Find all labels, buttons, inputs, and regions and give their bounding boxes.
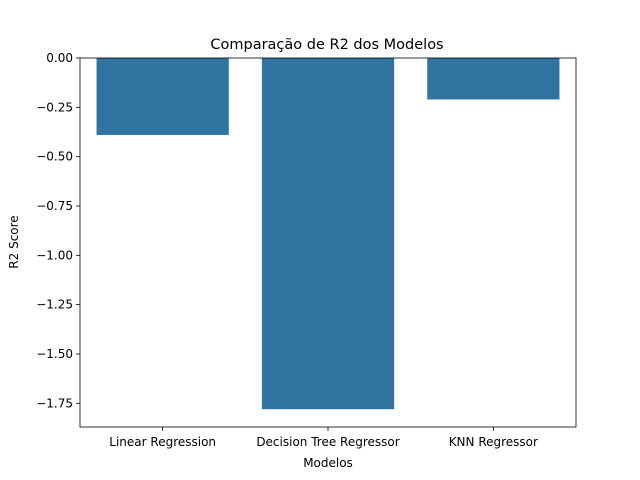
bar-knn-regressor (427, 58, 560, 100)
x-tick-label: Linear Regression (109, 435, 216, 449)
y-tick-label: −1.50 (36, 347, 73, 361)
y-tick-label: −1.00 (36, 248, 73, 262)
chart-title: Comparação de R2 dos Modelos (210, 37, 443, 53)
x-axis-label: Modelos (303, 456, 353, 470)
bars-group (96, 58, 560, 410)
y-tick-label: −1.25 (36, 298, 73, 312)
x-tick-label: Decision Tree Regressor (256, 435, 399, 449)
bar-linear-regression (96, 58, 229, 135)
y-tick-label: −1.75 (36, 396, 73, 410)
y-tick-label: −0.25 (36, 100, 73, 114)
y-tick-label: −0.50 (36, 150, 73, 164)
y-tick-label: −0.75 (36, 199, 73, 213)
y-axis-ticks: 0.00 −0.25 −0.50 −0.75 −1.00 −1.25 −1.50 −1.75 (36, 51, 80, 410)
x-tick-label: KNN Regressor (449, 435, 538, 449)
plot-frame (79, 57, 577, 428)
y-tick-label: 0.00 (46, 51, 73, 65)
bar-decision-tree-regressor (261, 58, 395, 410)
y-axis-label: R2 Score (7, 215, 21, 268)
x-axis-ticks: Linear Regression Decision Tree Regressor… (109, 427, 538, 449)
